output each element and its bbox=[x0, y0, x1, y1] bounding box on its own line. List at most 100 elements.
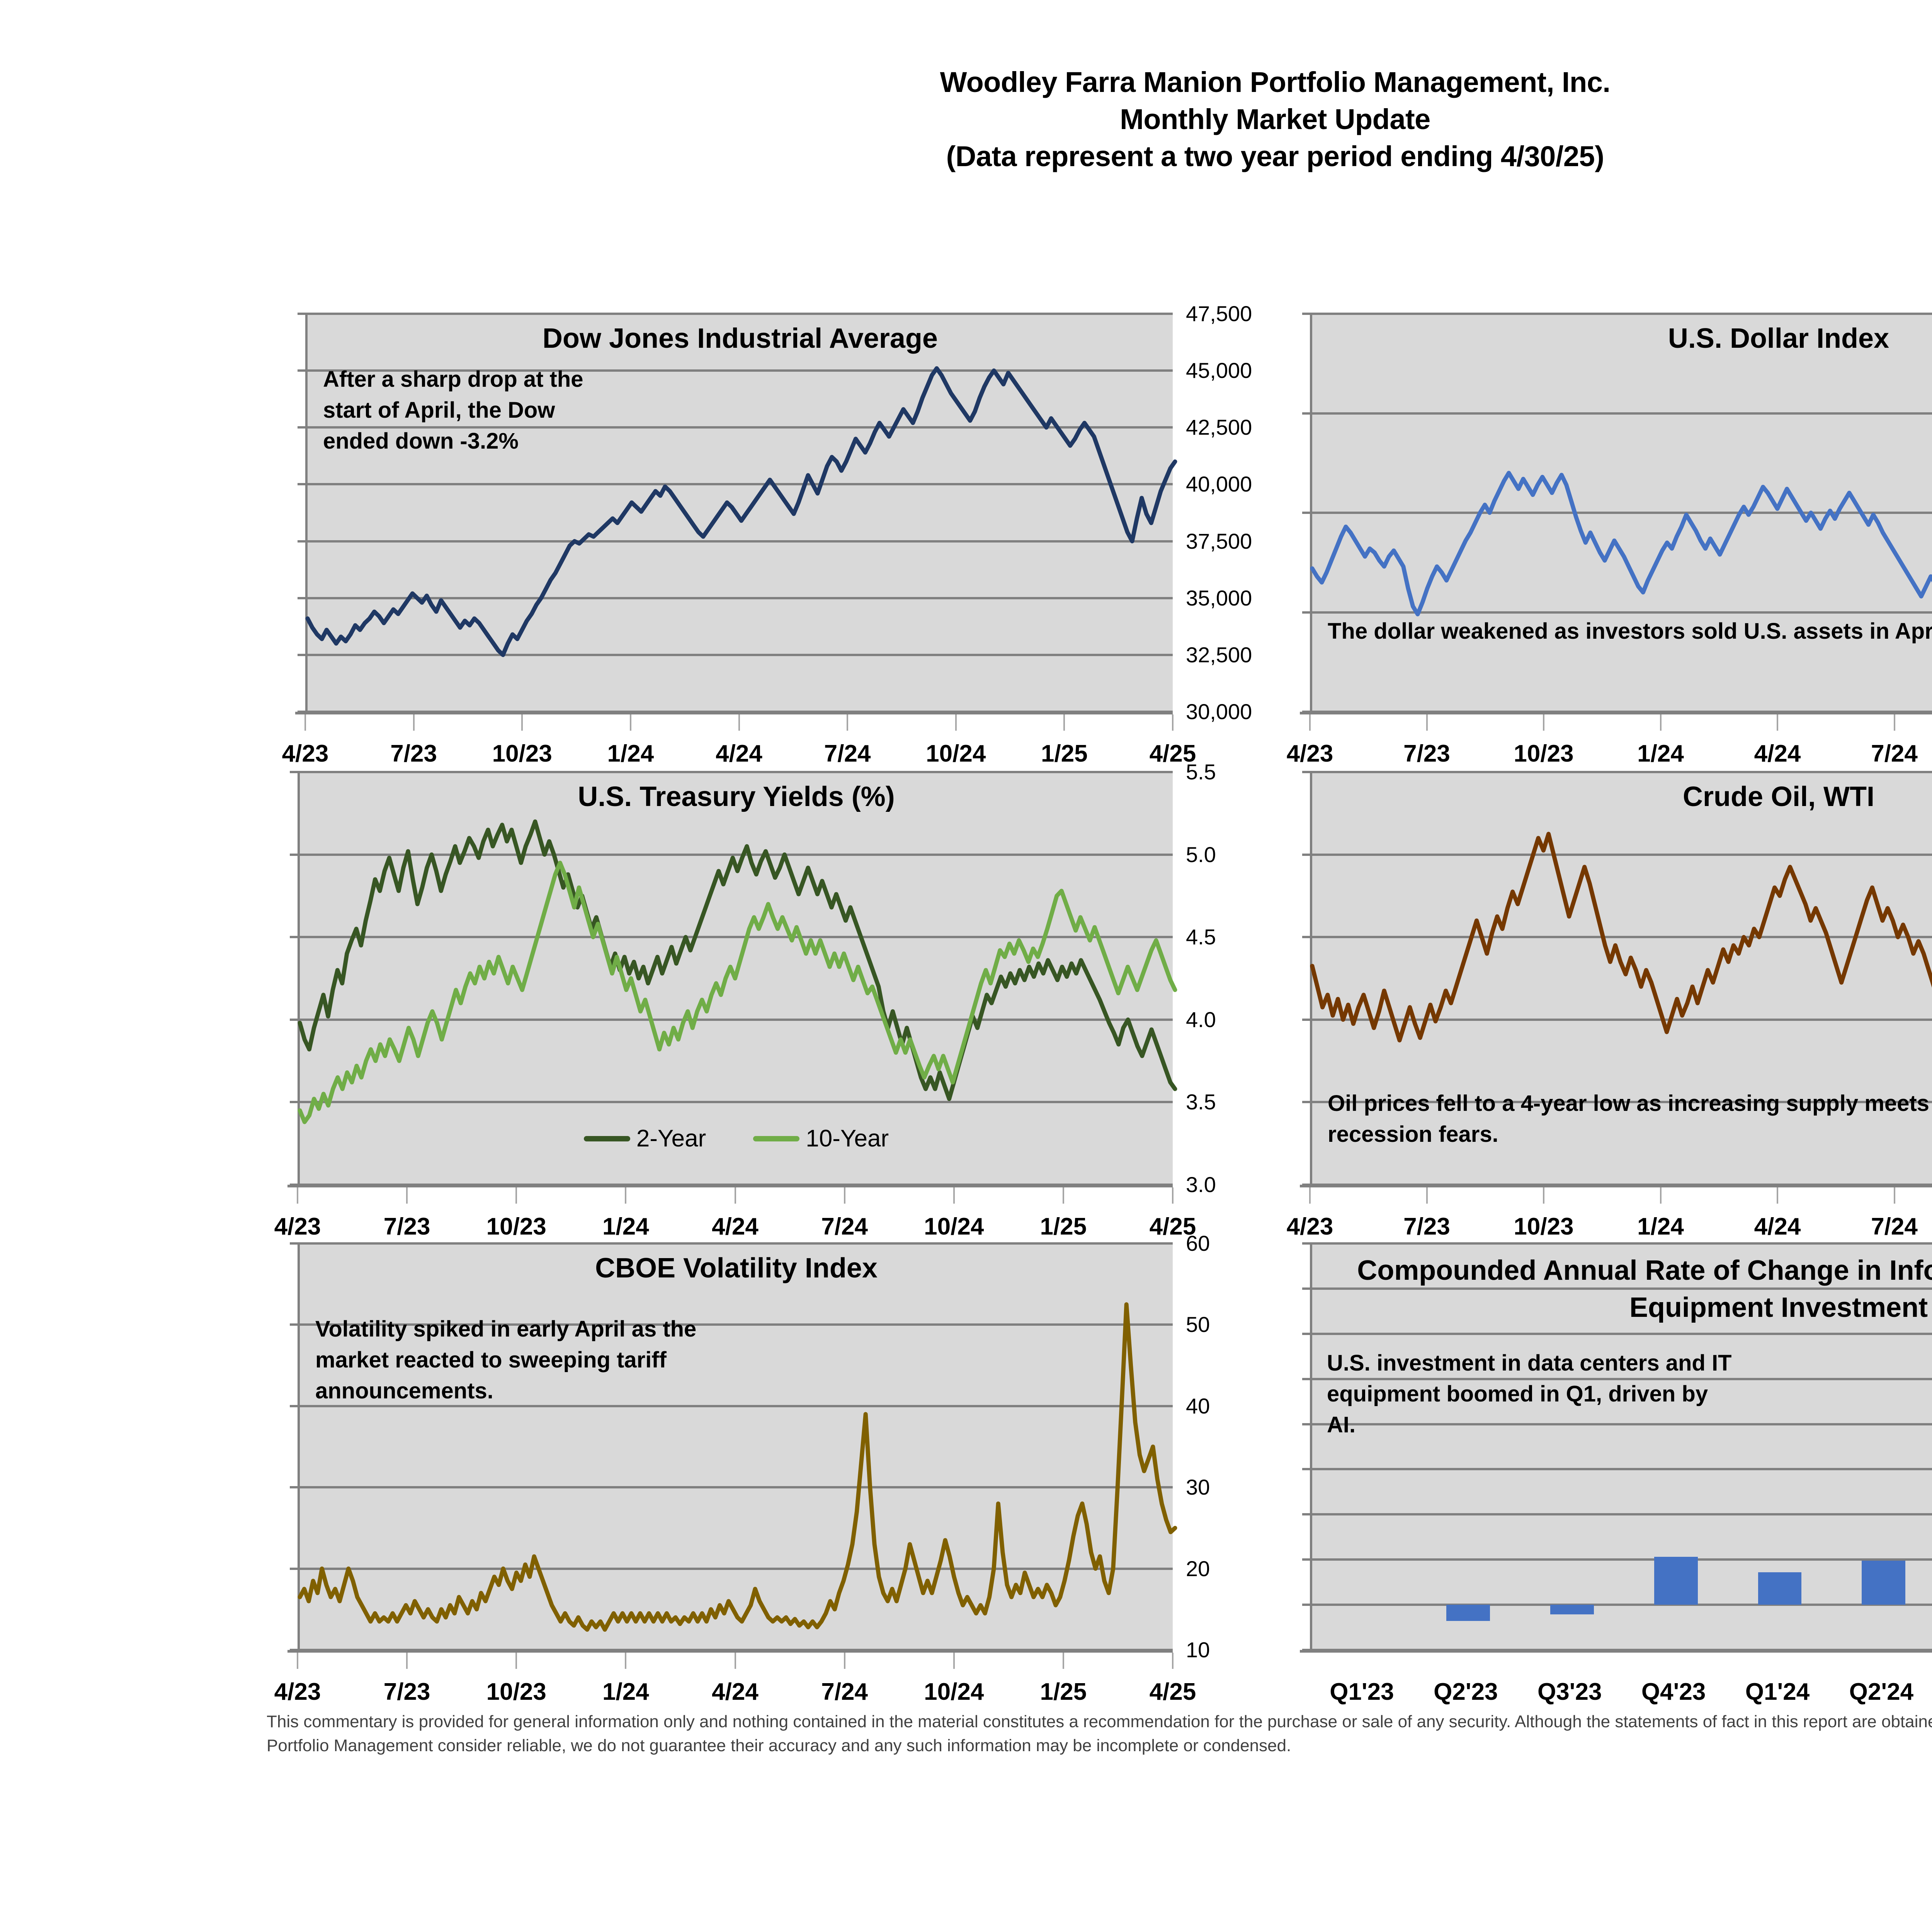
y-axis-tick-label: 4.0 bbox=[1186, 1007, 1216, 1032]
plot-area-yields: U.S. Treasury Yields (%) 2-Year 10-Year bbox=[290, 771, 1177, 1186]
x-axis-tick bbox=[734, 1653, 736, 1669]
bar-category-label: Q1'24 bbox=[1745, 1679, 1810, 1705]
chart-annotation-oil: Oil prices fell to a 4-year low as incre… bbox=[1328, 1088, 1929, 1150]
gridline bbox=[1302, 1513, 1932, 1516]
y-axis-tick-label: 42,500 bbox=[1186, 415, 1252, 440]
gridline bbox=[298, 653, 1173, 656]
x-axis-tick bbox=[1543, 714, 1544, 731]
x-axis-tick-label: 1/24 bbox=[602, 1679, 649, 1705]
x-axis-tick bbox=[1660, 714, 1662, 731]
x-axis-tick-label: 1/24 bbox=[1637, 740, 1684, 767]
y-axis-tick-label: 30,000 bbox=[1186, 699, 1252, 724]
x-axis-tick-label: 1/25 bbox=[1041, 740, 1088, 767]
gridline bbox=[290, 1323, 1173, 1326]
legend-item-10-year[interactable]: 10-Year bbox=[753, 1127, 889, 1151]
x-axis-tick bbox=[1893, 1187, 1895, 1204]
annotation-line: After a sharp drop at the bbox=[323, 367, 583, 392]
gridline bbox=[1302, 1378, 1932, 1380]
annotation-line: ended down -3.2% bbox=[323, 429, 519, 454]
gridline bbox=[1302, 1558, 1932, 1561]
legend-item-2-year[interactable]: 2-Year bbox=[583, 1125, 706, 1152]
x-axis-tick bbox=[1777, 714, 1778, 731]
y-axis-tick-label: 47,500 bbox=[1186, 301, 1252, 326]
x-axis-tick-label: 1/25 bbox=[1040, 1679, 1087, 1705]
x-axis-tick-label: 1/24 bbox=[607, 740, 654, 767]
y-axis-tick-label: 4.5 bbox=[1186, 925, 1216, 949]
x-axis-tick-label: 4/23 bbox=[274, 1679, 321, 1705]
x-axis-tick-label: 7/24 bbox=[1871, 740, 1918, 767]
x-axis-line bbox=[295, 712, 1173, 714]
x-axis-tick bbox=[1543, 1187, 1544, 1204]
x-axis-tick bbox=[1062, 1187, 1064, 1204]
plot-area-vix: CBOE Volatility Index Volatility spiked i… bbox=[290, 1242, 1177, 1651]
gridline bbox=[1302, 771, 1932, 773]
x-axis-tick bbox=[1309, 714, 1311, 731]
x-axis-tick bbox=[297, 1653, 298, 1669]
y-axis-tick-label: 3.0 bbox=[1186, 1172, 1216, 1197]
x-axis-tick-label: 10/24 bbox=[926, 740, 986, 767]
gridline bbox=[290, 1486, 1173, 1489]
x-axis-tick bbox=[844, 1653, 845, 1669]
y-axis-tick-label: 30 bbox=[1186, 1475, 1210, 1500]
chart-title-vix: CBOE Volatility Index bbox=[595, 1253, 878, 1284]
annotation-line: market reacted to sweeping tariff bbox=[315, 1347, 667, 1372]
bar-q3-23[interactable] bbox=[1550, 1605, 1594, 1614]
legend-swatch-icon bbox=[753, 1136, 800, 1141]
bar-q2-24[interactable] bbox=[1862, 1560, 1906, 1605]
x-axis-tick bbox=[1172, 1653, 1173, 1669]
gridline bbox=[1302, 611, 1932, 614]
y-axis-tick-label: 60 bbox=[1186, 1231, 1210, 1255]
x-axis-line bbox=[1300, 1185, 1932, 1187]
x-axis-tick bbox=[955, 714, 957, 731]
annotation-line: AI. bbox=[1327, 1412, 1356, 1437]
x-axis-tick bbox=[1893, 714, 1895, 731]
chart-title-yields: U.S. Treasury Yields (%) bbox=[578, 781, 895, 812]
gridline bbox=[290, 1242, 1173, 1245]
x-axis-tick bbox=[1309, 1187, 1311, 1204]
gridline bbox=[1302, 412, 1932, 415]
x-axis-tick-label: 4/24 bbox=[716, 740, 762, 767]
x-axis-tick bbox=[1063, 714, 1065, 731]
x-axis-tick bbox=[953, 1653, 955, 1669]
x-axis-tick-label: 4/23 bbox=[1286, 740, 1333, 767]
x-axis-tick-label: 7/23 bbox=[1403, 1213, 1450, 1240]
x-axis-line bbox=[287, 1650, 1173, 1653]
x-axis-tick-label: 4/25 bbox=[1149, 1679, 1196, 1705]
gridline bbox=[290, 936, 1173, 939]
x-axis-tick bbox=[413, 714, 415, 731]
gridline bbox=[1302, 512, 1932, 514]
bar-category-label: Q3'23 bbox=[1537, 1679, 1602, 1705]
x-axis-tick-label: 4/23 bbox=[1286, 1213, 1333, 1240]
chart-title-dollar: U.S. Dollar Index bbox=[1668, 323, 1889, 354]
bar-q4-23[interactable] bbox=[1654, 1557, 1698, 1605]
bar-category-label: Q1'23 bbox=[1330, 1679, 1394, 1705]
x-axis-line bbox=[1300, 712, 1932, 714]
y-axis-tick-label: 20 bbox=[1186, 1556, 1210, 1581]
bar-q2-23[interactable] bbox=[1446, 1605, 1490, 1621]
series-line-10-year bbox=[298, 861, 1177, 1124]
y-axis-tick-label: 5.0 bbox=[1186, 842, 1216, 867]
annotation-line: U.S. investment in data centers and IT bbox=[1327, 1350, 1732, 1376]
x-axis-tick bbox=[629, 714, 631, 731]
disclaimer-footer: This commentary is provided for general … bbox=[267, 1712, 1932, 1755]
x-axis-tick-label: 4/24 bbox=[1754, 740, 1801, 767]
gridline bbox=[298, 597, 1173, 599]
legend-label: 10-Year bbox=[806, 1125, 889, 1152]
annotation-line: Oil prices fell to a 4-year low as incre… bbox=[1328, 1091, 1929, 1116]
bar-q1-24[interactable] bbox=[1758, 1572, 1802, 1605]
bar-group bbox=[1312, 1243, 1932, 1650]
x-axis-tick-label: 4/25 bbox=[1149, 740, 1196, 767]
legend-label: 2-Year bbox=[636, 1125, 706, 1152]
x-axis-tick-label: 10/23 bbox=[486, 1679, 546, 1705]
gridline bbox=[1302, 936, 1932, 939]
x-axis-tick bbox=[406, 1653, 408, 1669]
header-subtitle: Monthly Market Update bbox=[1120, 103, 1430, 135]
chart-annotation-dow: After a sharp drop at the start of April,… bbox=[323, 364, 583, 457]
gridline bbox=[1302, 1242, 1932, 1245]
gridline bbox=[1302, 1423, 1932, 1425]
